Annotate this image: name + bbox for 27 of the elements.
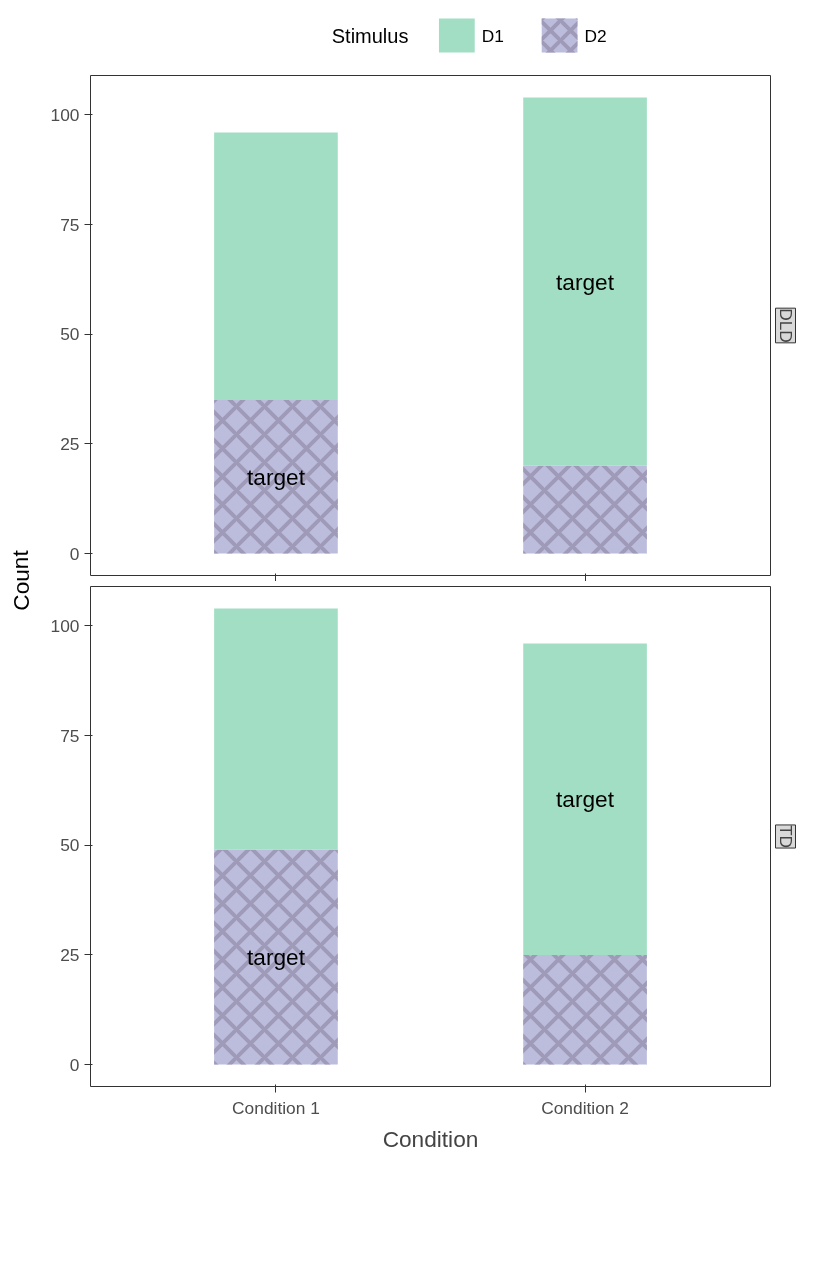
bar <box>523 97 647 466</box>
data-label: target <box>246 463 306 490</box>
legend-label: D1 <box>481 25 505 46</box>
text: TD <box>775 824 796 849</box>
y-tick-label: 0 <box>69 543 80 564</box>
bar <box>214 132 338 401</box>
data-label: target <box>556 268 615 295</box>
data-label: target <box>556 786 615 813</box>
x-tick-label: Condition 2 <box>541 1097 629 1118</box>
bar <box>214 608 338 850</box>
y-axis-title: Count <box>7 549 34 611</box>
y-tick-label: 50 <box>60 835 80 856</box>
data-label: target <box>246 944 306 971</box>
x-axis-title: Condition <box>382 1125 479 1152</box>
bar <box>523 643 647 955</box>
y-tick-label: 25 <box>60 944 80 965</box>
legend-label: D2 <box>584 25 607 46</box>
y-tick-label: 75 <box>60 214 80 235</box>
legend-title: Stimulus <box>331 24 409 47</box>
y-tick-label: 100 <box>50 615 80 636</box>
y-tick-label: 25 <box>60 433 80 454</box>
x-tick-label: Condition 1 <box>232 1097 320 1118</box>
y-tick-label: 75 <box>60 725 80 746</box>
y-tick-label: 0 <box>69 1054 80 1075</box>
y-tick-label: 50 <box>60 324 80 345</box>
y-tick-label: 100 <box>50 104 80 125</box>
text: DLD <box>775 308 796 343</box>
